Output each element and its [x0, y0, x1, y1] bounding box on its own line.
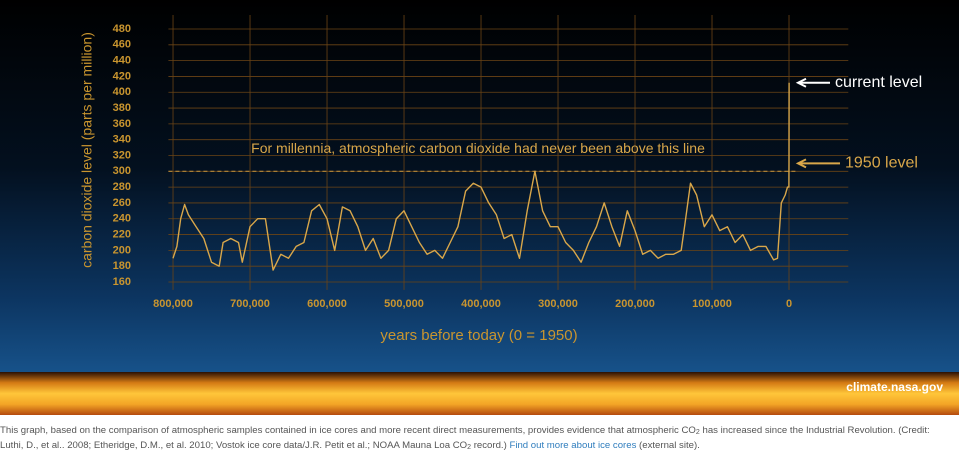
- y-tick-label: 280: [113, 181, 131, 193]
- y-tick-label: 480: [113, 23, 131, 35]
- chart: climate.nasa.gov years before today (0 =…: [0, 0, 959, 415]
- caption-text: This graph, based on the comparison of a…: [0, 425, 696, 436]
- x-tick-label: 300,000: [538, 298, 578, 310]
- annotation: For millennia, atmospheric carbon dioxid…: [251, 140, 705, 156]
- y-tick-label: 400: [113, 86, 131, 98]
- y-tick-label: 440: [113, 55, 131, 67]
- x-tick-label: 200,000: [615, 298, 655, 310]
- y-tick-label: 420: [113, 70, 131, 82]
- y-tick-label: 360: [113, 118, 131, 130]
- ice-cores-link[interactable]: Find out more about ice cores: [509, 440, 637, 451]
- y-tick-label: 460: [113, 39, 131, 51]
- y-tick-label: 160: [113, 276, 131, 288]
- y-tick-label: 180: [113, 260, 131, 272]
- caption-subscript: 2: [695, 429, 700, 436]
- y-tick-label: 380: [113, 102, 131, 114]
- x-tick-label: 0: [786, 298, 792, 310]
- caption-text: has increased since the Industrial Revol…: [0, 425, 930, 451]
- caption-text: (external site).: [636, 440, 700, 451]
- x-tick-label: 700,000: [230, 298, 270, 310]
- current-label: current level: [835, 74, 922, 91]
- caption: This graph, based on the comparison of a…: [0, 424, 955, 454]
- y-tick-label: 340: [113, 134, 131, 146]
- y-tick-label: 200: [113, 244, 131, 256]
- x-tick-label: 400,000: [461, 298, 501, 310]
- x-tick-label: 600,000: [307, 298, 347, 310]
- y-tick-label: 240: [113, 213, 131, 225]
- y-tick-label: 220: [113, 228, 131, 240]
- current-arrow: [795, 77, 830, 88]
- sunset-background: [0, 372, 959, 415]
- level-1950-label: 1950 level: [845, 155, 918, 172]
- x-tick-label: 100,000: [692, 298, 732, 310]
- y-tick-label: 320: [113, 149, 131, 161]
- y-axis-label: carbon dioxide level (parts per million): [79, 32, 95, 268]
- co2-line: [172, 82, 790, 271]
- x-axis-label: years before today (0 = 1950): [380, 327, 577, 344]
- caption-subscript: 2: [467, 444, 472, 451]
- caption-text: record.): [471, 440, 510, 451]
- level-1950-arrow: [795, 158, 840, 169]
- x-tick-label: 500,000: [384, 298, 424, 310]
- x-tick-label: 800,000: [153, 298, 193, 310]
- y-tick-label: 300: [113, 165, 131, 177]
- source: climate.nasa.gov: [846, 380, 943, 394]
- y-tick-label: 260: [113, 197, 131, 209]
